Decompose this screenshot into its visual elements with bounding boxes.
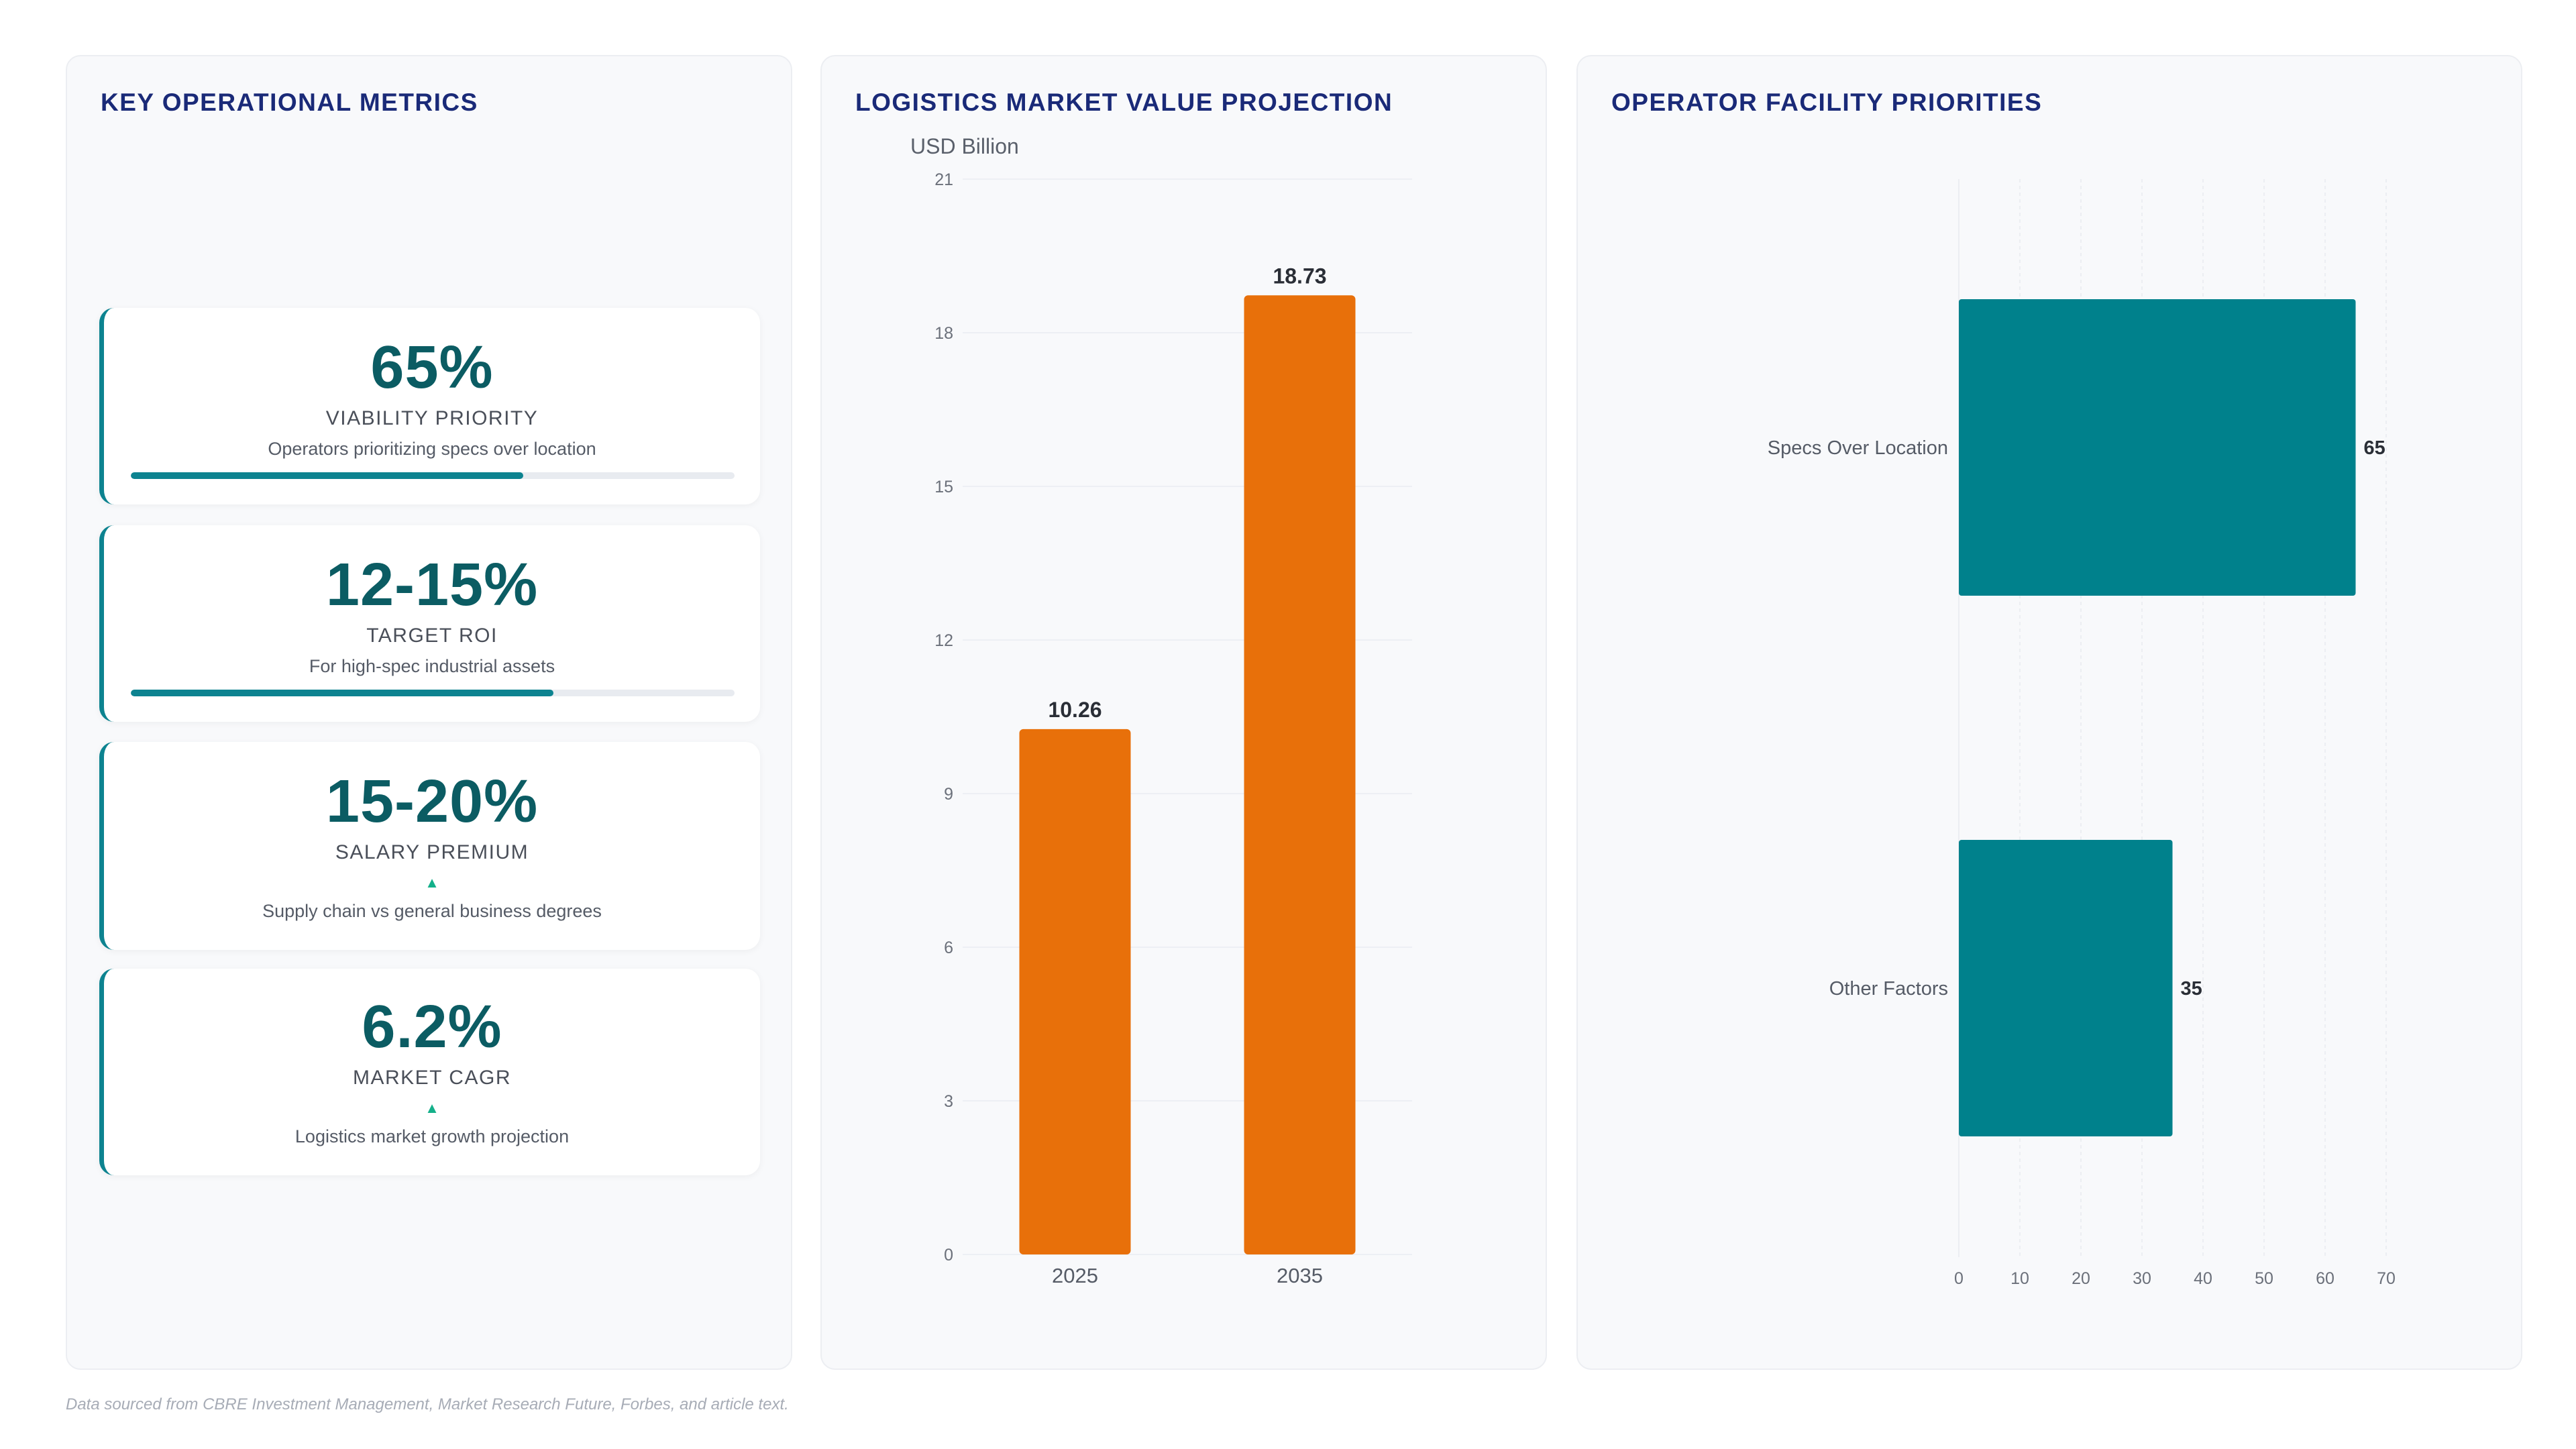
metric-card-target-roi: 12-15% TARGET ROI For high-spec industri…: [99, 525, 760, 722]
metric-description: Logistics market growth projection: [294, 1126, 570, 1146]
y-tick-label: 3: [944, 1092, 953, 1111]
metrics-panel: KEY OPERATIONAL METRICS 65% VIABILITY PR…: [66, 55, 792, 1370]
bar: [1244, 295, 1356, 1255]
metric-progress-fill: [131, 472, 523, 479]
metric-value: 15-20%: [325, 768, 539, 835]
market-value-chart: USD Billion 0 3 6 9 12 15 18 21 10.26 2025 18.73 203…: [910, 134, 1412, 1287]
facility-priorities-panel-title: OPERATOR FACILITY PRIORITIES: [1611, 89, 2043, 116]
x-tick-label: 60: [2316, 1269, 2334, 1288]
x-tick-label: 70: [2377, 1269, 2396, 1288]
metric-card-viability: 65% VIABILITY PRIORITY Operators priorit…: [99, 308, 760, 504]
bar-value-label: 35: [2181, 978, 2202, 1000]
metric-label: MARKET CAGR: [353, 1067, 511, 1089]
y-axis-title: USD Billion: [910, 134, 1019, 158]
y-tick-label: Other Factors: [1829, 978, 1948, 1000]
metric-progress-fill: [131, 690, 553, 696]
trend-up-icon: ▲: [425, 874, 439, 891]
bar-value-label: 18.73: [1273, 264, 1326, 288]
metric-label: VIABILITY PRIORITY: [325, 407, 539, 429]
bar-value-label: 10.26: [1048, 698, 1102, 722]
x-tick-label: 0: [1954, 1269, 1964, 1288]
metric-label: TARGET ROI: [366, 625, 498, 647]
metric-value: 65%: [370, 334, 494, 401]
y-tick-label: 21: [934, 170, 953, 189]
x-tick-label: 40: [2194, 1269, 2212, 1288]
metric-progress-bar: [131, 690, 735, 696]
x-tick-label: 30: [2133, 1269, 2151, 1288]
bar: [1959, 299, 2356, 596]
bar: [1959, 840, 2173, 1136]
facility-priorities-panel: OPERATOR FACILITY PRIORITIES 0 10 20 30 40 50…: [1576, 55, 2522, 1370]
bar-value-label: 65: [2364, 437, 2385, 459]
metric-card-market-cagr: 6.2% MARKET CAGR ▲ Logistics market grow…: [99, 969, 760, 1175]
metric-value: 12-15%: [325, 551, 539, 619]
trend-up-icon: ▲: [425, 1099, 439, 1116]
metric-description: Operators prioritizing specs over locati…: [268, 439, 596, 459]
bar: [1019, 729, 1131, 1254]
x-tick-label: 20: [2072, 1269, 2090, 1288]
facility-priorities-chart: 0 10 20 30 40 50 60 70 65 Specs Over Location 35 Ot…: [1768, 179, 2396, 1288]
metric-progress-bar: [131, 472, 735, 479]
metric-label: SALARY PREMIUM: [335, 841, 529, 863]
y-tick-label: 6: [944, 938, 953, 957]
footnote: Data sourced from CBRE Investment Manage…: [66, 1395, 789, 1413]
x-tick-label: 50: [2255, 1269, 2273, 1288]
y-tick-label: 18: [934, 324, 953, 343]
x-tick-label: 2025: [1052, 1264, 1098, 1287]
metric-card-salary-premium: 15-20% SALARY PREMIUM ▲ Supply chain vs …: [99, 742, 760, 950]
y-tick-label: 12: [934, 631, 953, 650]
y-tick-label: 9: [944, 785, 953, 804]
x-tick-label: 10: [2010, 1269, 2029, 1288]
metric-description: Supply chain vs general business degrees: [262, 901, 602, 921]
y-tick-label: Specs Over Location: [1768, 437, 1948, 459]
metric-description: For high-spec industrial assets: [309, 656, 555, 676]
metrics-panel-title: KEY OPERATIONAL METRICS: [101, 89, 478, 116]
y-tick-label: 0: [944, 1246, 953, 1265]
x-tick-label: 2035: [1277, 1264, 1323, 1287]
market-value-panel: LOGISTICS MARKET VALUE PROJECTION USD Bi…: [820, 55, 1547, 1370]
y-tick-label: 15: [934, 478, 953, 496]
market-value-panel-title: LOGISTICS MARKET VALUE PROJECTION: [855, 89, 1393, 116]
metric-value: 6.2%: [362, 994, 502, 1061]
